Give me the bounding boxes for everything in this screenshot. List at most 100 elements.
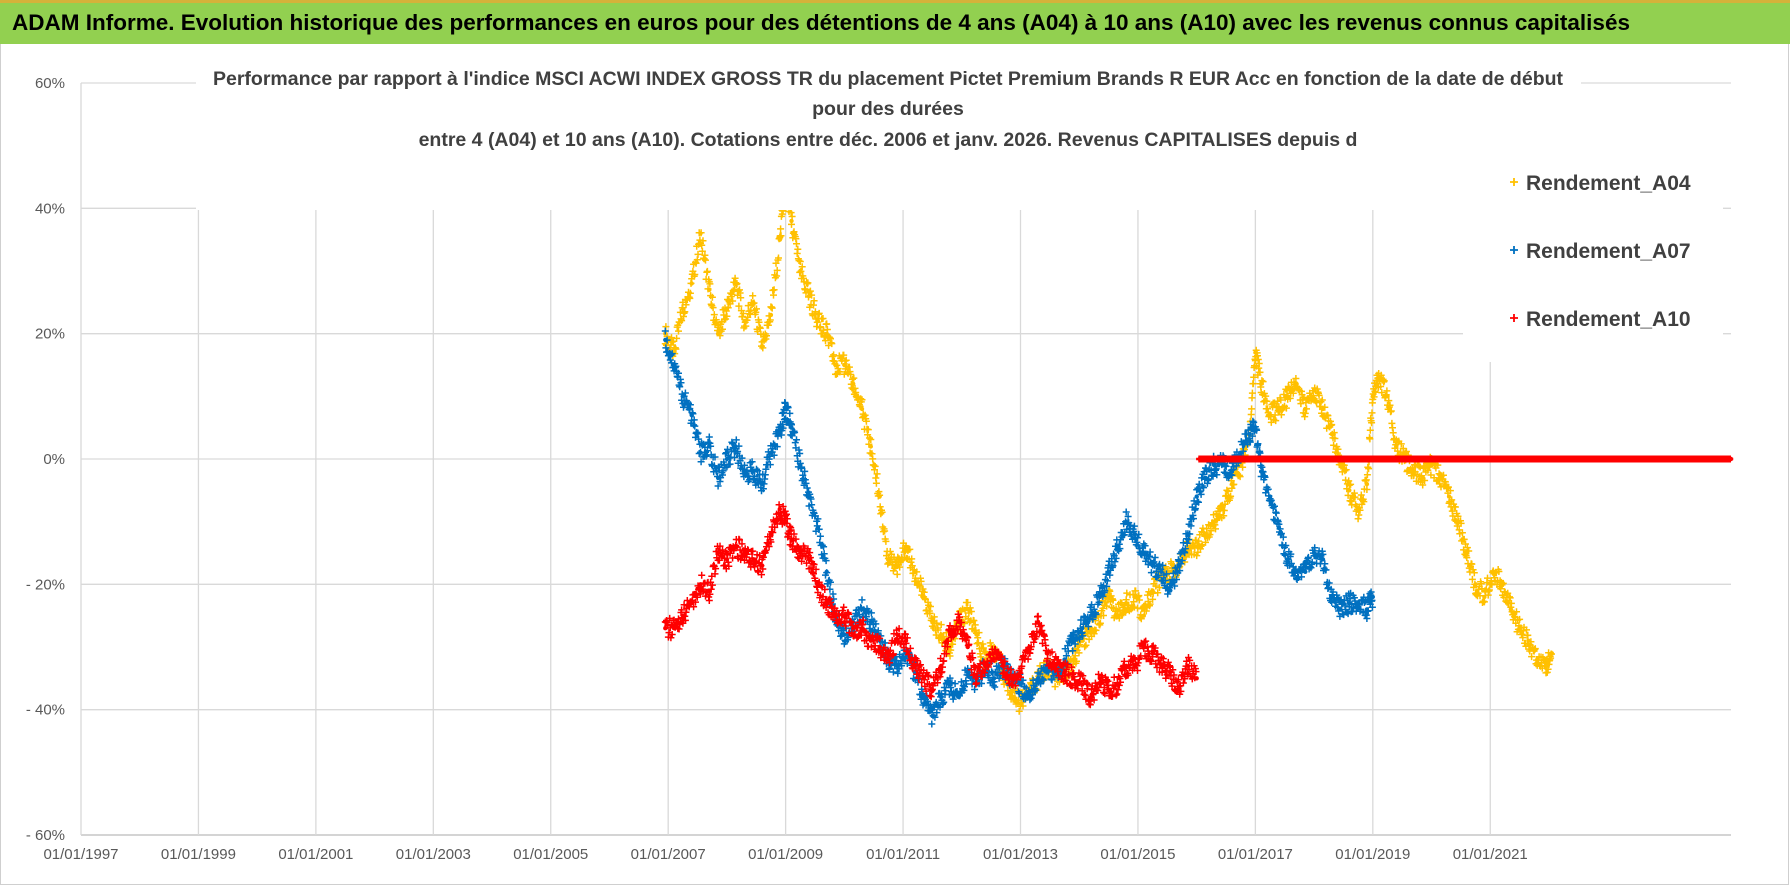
data-point bbox=[824, 600, 829, 606]
series-Rendement_A10-2 bbox=[661, 501, 1200, 709]
data-point bbox=[1464, 550, 1470, 556]
data-point bbox=[1106, 688, 1111, 694]
data-point bbox=[1009, 676, 1014, 681]
data-point bbox=[1499, 582, 1505, 587]
y-tick-label: 0% bbox=[43, 451, 65, 468]
data-point bbox=[1370, 594, 1376, 600]
data-point bbox=[663, 626, 668, 631]
data-point bbox=[1150, 563, 1155, 568]
data-point bbox=[742, 550, 747, 556]
data-point bbox=[1106, 594, 1111, 600]
data-point bbox=[1124, 519, 1129, 524]
x-tick-label: 01/01/2007 bbox=[631, 846, 706, 863]
data-point bbox=[1444, 456, 1449, 462]
data-point bbox=[965, 644, 970, 650]
x-tick-label: 01/01/2019 bbox=[1335, 846, 1410, 863]
data-point bbox=[1402, 456, 1408, 462]
data-point bbox=[1238, 450, 1243, 455]
data-point bbox=[751, 469, 756, 474]
data-point bbox=[1141, 550, 1147, 556]
data-point bbox=[947, 632, 953, 637]
data-point bbox=[1259, 456, 1264, 462]
data-point bbox=[798, 463, 803, 468]
data-point bbox=[1168, 588, 1173, 593]
data-point bbox=[930, 688, 935, 694]
chart-frame: 60% 40% 20% 0% - 20% - 40% - 60% 01/01/1997 01/… bbox=[0, 44, 1789, 885]
legend-marker bbox=[1510, 246, 1518, 254]
x-tick-label: 01/01/2017 bbox=[1218, 846, 1293, 863]
data-point bbox=[1300, 456, 1305, 462]
data-point bbox=[1347, 600, 1352, 606]
legend-item-Rendement_A10: Rendement_A10 bbox=[1510, 308, 1691, 331]
data-point bbox=[1027, 644, 1032, 650]
data-point bbox=[1355, 600, 1361, 606]
data-point bbox=[921, 676, 926, 681]
title-background bbox=[196, 62, 1581, 210]
data-point bbox=[806, 557, 812, 562]
data-point bbox=[1018, 682, 1023, 687]
data-point bbox=[991, 651, 997, 656]
data-point bbox=[1141, 644, 1147, 650]
data-point bbox=[715, 550, 721, 556]
legend-marker bbox=[1510, 178, 1518, 186]
series-layer bbox=[661, 168, 1734, 728]
data-point bbox=[1097, 676, 1103, 681]
data-point bbox=[983, 663, 988, 668]
data-point bbox=[1473, 582, 1478, 587]
performance-chart: 60%40%20%0%- 20%- 40%- 60% 01/01/1997 01/… bbox=[26, 62, 1734, 863]
data-point bbox=[859, 626, 865, 631]
data-point bbox=[1543, 663, 1549, 668]
data-point bbox=[1370, 394, 1376, 399]
data-point bbox=[1053, 663, 1058, 668]
data-point bbox=[1385, 394, 1390, 399]
data-point bbox=[806, 293, 812, 299]
data-point bbox=[1303, 406, 1308, 412]
data-point bbox=[1018, 669, 1023, 675]
data-point bbox=[965, 669, 970, 675]
data-point bbox=[1194, 494, 1199, 499]
data-point bbox=[1159, 663, 1164, 668]
chart-title-line-2: pour des durées bbox=[812, 98, 964, 120]
data-point bbox=[1491, 569, 1496, 574]
data-point bbox=[1229, 469, 1235, 474]
x-tick-label: 01/01/2021 bbox=[1453, 846, 1528, 863]
data-point bbox=[751, 300, 756, 305]
data-point bbox=[1526, 638, 1531, 643]
data-point bbox=[903, 544, 909, 549]
data-point bbox=[1247, 431, 1252, 437]
data-point bbox=[789, 425, 794, 430]
data-point bbox=[1303, 569, 1308, 574]
data-point bbox=[1132, 663, 1138, 668]
y-tick-label: - 60% bbox=[26, 827, 65, 844]
data-point bbox=[1276, 525, 1282, 531]
x-tick-label: 01/01/2003 bbox=[396, 846, 471, 863]
data-point bbox=[742, 318, 747, 324]
data-point bbox=[1535, 657, 1540, 662]
data-point bbox=[798, 550, 803, 556]
data-point bbox=[1549, 651, 1555, 656]
data-point bbox=[1000, 663, 1006, 668]
data-point bbox=[1279, 456, 1285, 462]
data-point bbox=[1212, 463, 1217, 468]
data-point bbox=[939, 663, 944, 668]
data-point bbox=[724, 306, 730, 311]
data-point bbox=[1329, 594, 1334, 600]
data-point bbox=[956, 619, 961, 625]
data-point bbox=[851, 381, 856, 386]
data-point bbox=[1438, 475, 1443, 480]
data-point bbox=[724, 557, 730, 562]
data-point bbox=[1132, 594, 1138, 600]
data-point bbox=[1608, 456, 1613, 462]
data-point bbox=[1176, 688, 1182, 694]
data-point bbox=[877, 632, 882, 637]
x-tick-label: 01/01/2013 bbox=[983, 846, 1058, 863]
y-axis-tick-labels: 60% 40% 20% 0% - 20% - 40% - 60% bbox=[26, 75, 65, 844]
data-point bbox=[1728, 456, 1734, 462]
data-point bbox=[1629, 456, 1634, 462]
data-point bbox=[1035, 676, 1041, 681]
data-point bbox=[1141, 613, 1147, 618]
data-point bbox=[930, 619, 935, 625]
data-point bbox=[851, 626, 856, 631]
data-point bbox=[1071, 657, 1076, 662]
data-point bbox=[1212, 519, 1217, 524]
